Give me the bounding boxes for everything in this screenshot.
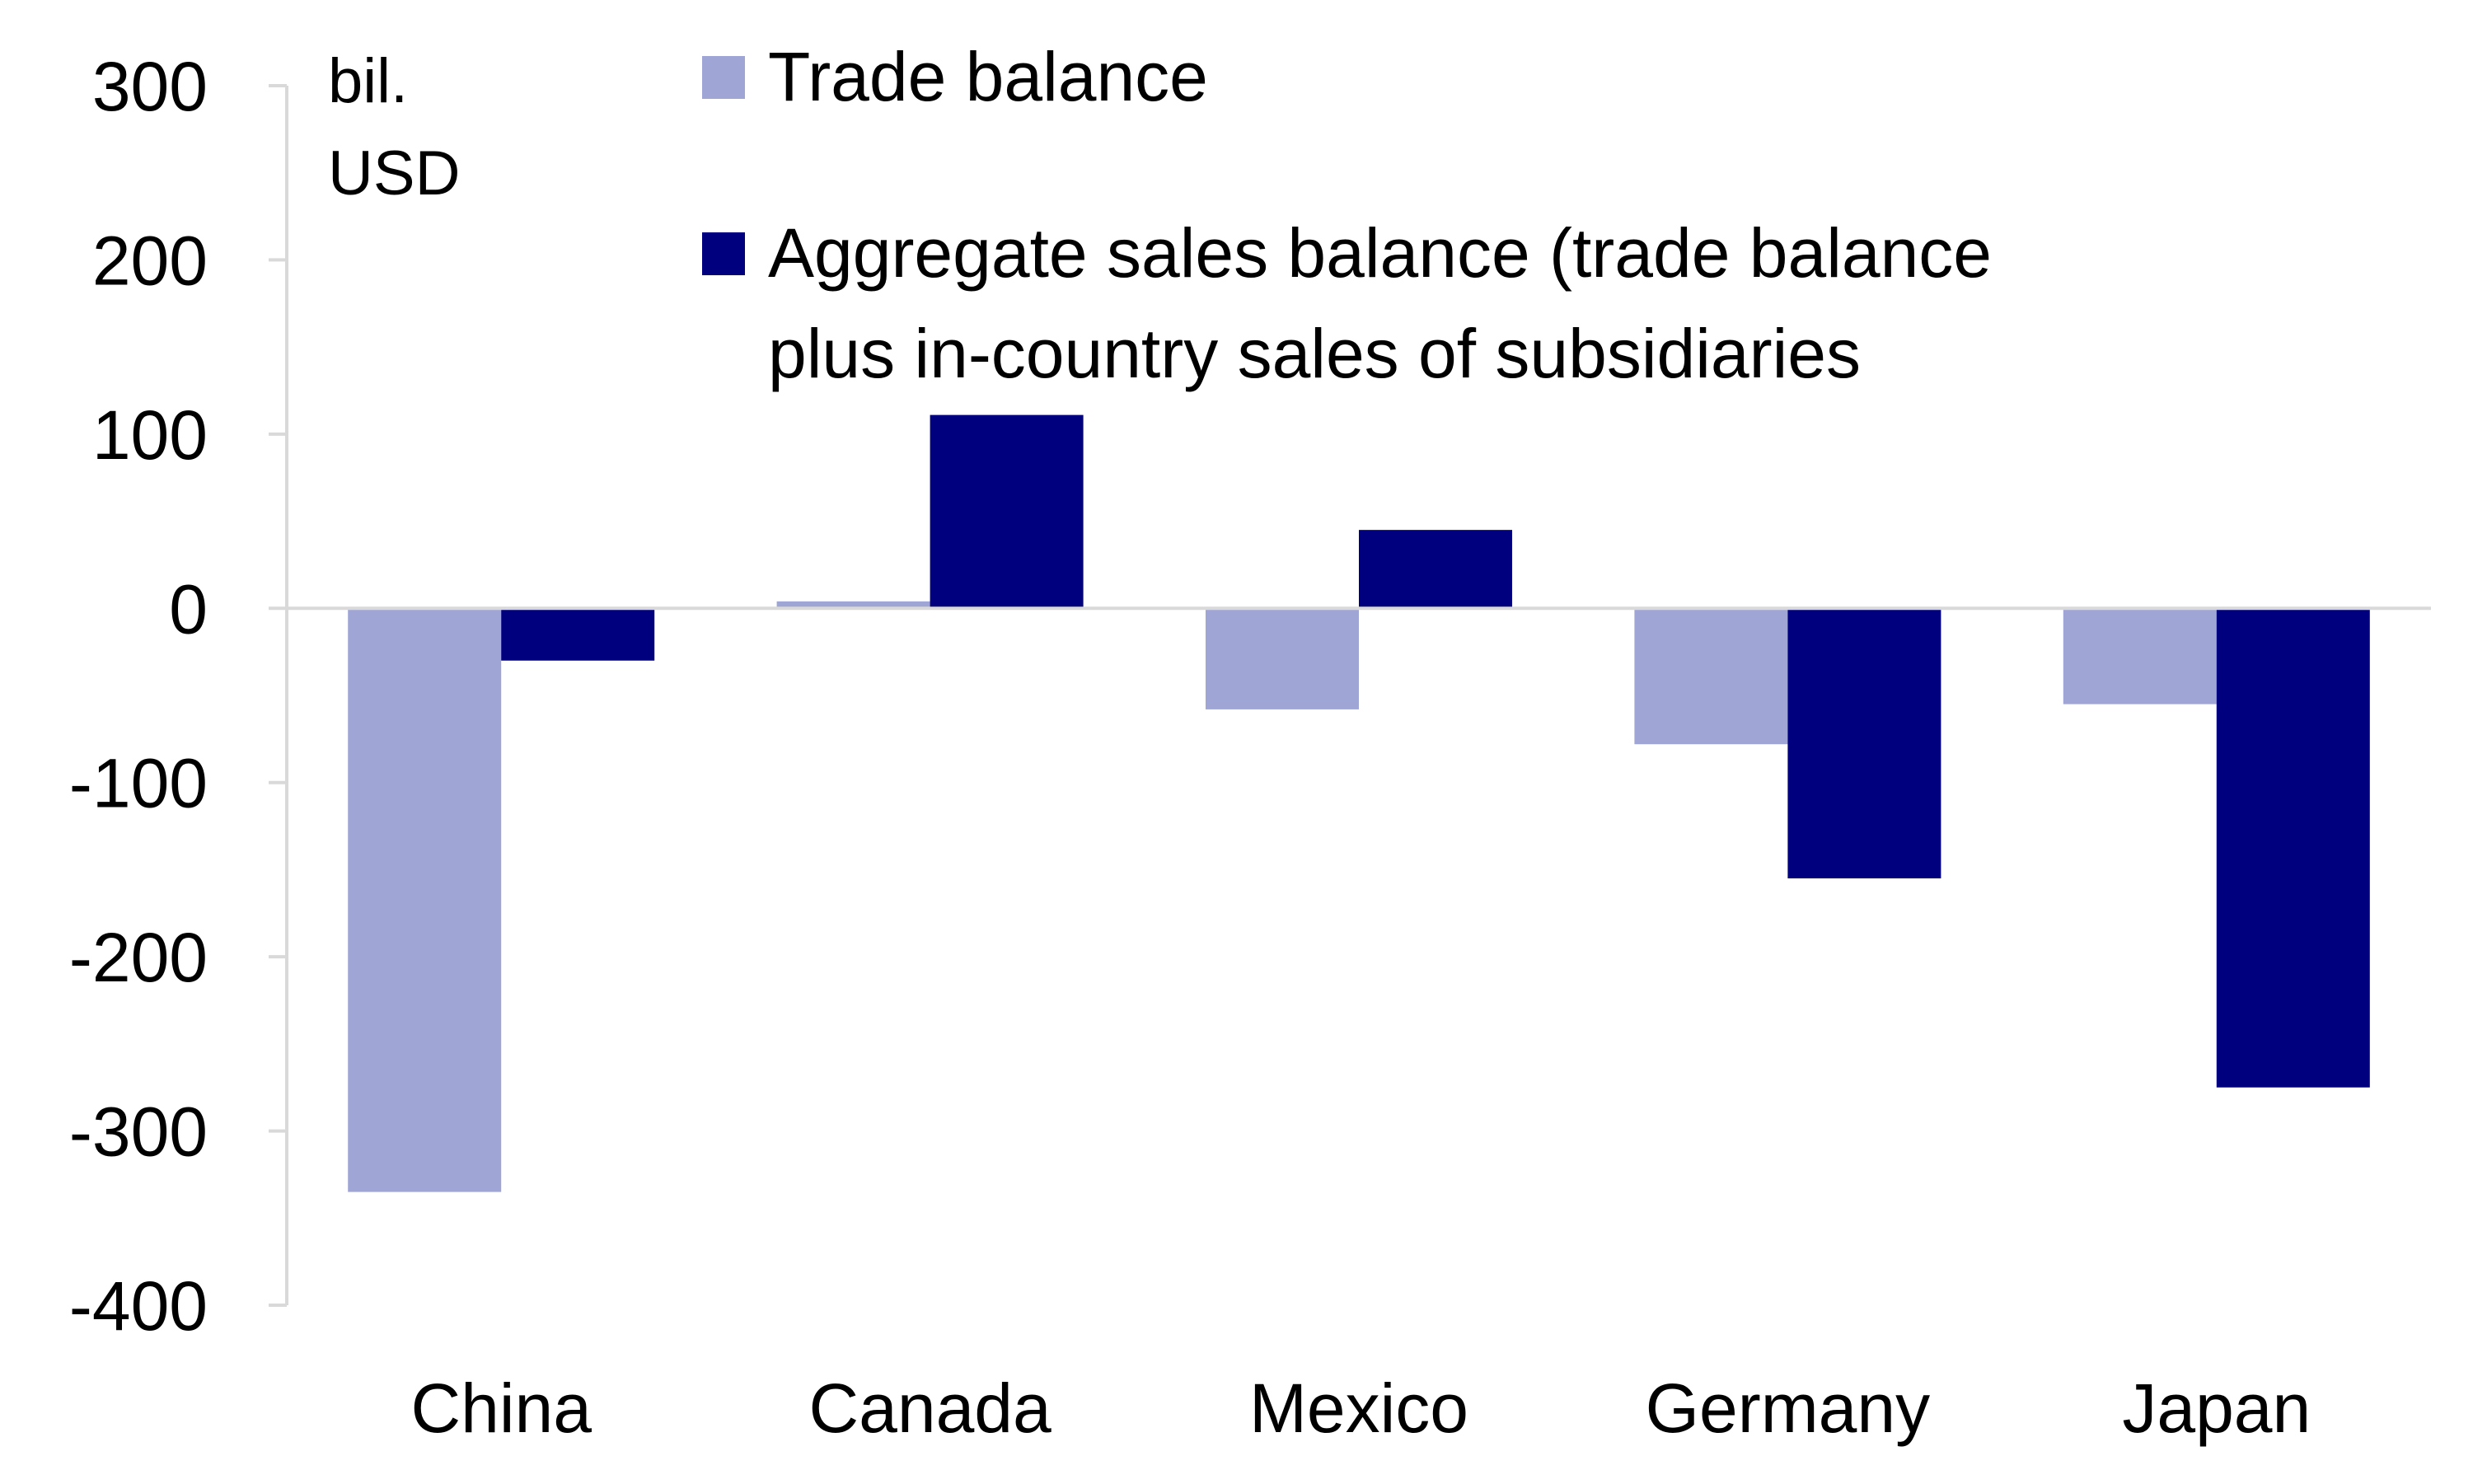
bar-mexico-trade-balance [1206,608,1359,709]
y-tick-label: 200 [92,222,208,299]
y-tick-label: 300 [92,48,208,125]
bar-canada-trade-balance [776,601,930,609]
legend-label-aggregate-sales-balance-line-1: Aggregate sales balance (trade balance [768,214,1992,292]
legend: Trade balance Aggregate sales balance (t… [702,38,1992,392]
unit-label-line-1: bil. [328,46,408,116]
y-tick-label: -200 [69,919,208,996]
legend-label-aggregate-sales-balance-line-2: plus in-country sales of subsidiaries [768,315,1861,392]
legend-swatch-aggregate-sales-balance [702,232,745,275]
x-category-label-germany: Germany [1646,1369,1930,1447]
bars [348,414,2370,1192]
bar-japan-trade-balance [2063,608,2217,705]
bar-canada-aggregate-sales-balance [930,414,1084,609]
bar-germany-aggregate-sales-balance [1787,608,1941,878]
y-tick-label: 100 [92,396,208,474]
y-tick-label: -100 [69,745,208,822]
bar-japan-aggregate-sales-balance [2216,608,2370,1088]
y-axis: 300 200 100 0 -100 -200 -300 -400 [69,48,288,1345]
y-tick-label: -400 [69,1267,208,1345]
bar-china-aggregate-sales-balance [501,608,655,661]
bar-germany-trade-balance [1634,608,1788,745]
x-category-label-china: China [410,1369,592,1447]
x-category-label-canada: Canada [808,1369,1051,1447]
legend-swatch-trade-balance [702,56,745,99]
bar-china-trade-balance [348,608,502,1192]
unit-label-line-2: USD [328,138,460,208]
legend-label-trade-balance: Trade balance [768,38,1208,115]
x-category-label-mexico: Mexico [1249,1369,1468,1447]
y-tick-label: -300 [69,1093,208,1171]
x-category-label-japan: Japan [2122,1369,2311,1447]
bar-mexico-aggregate-sales-balance [1359,530,1512,609]
y-tick-label: 0 [169,570,208,648]
x-axis-labels: China Canada Mexico Germany Japan [410,1369,2311,1447]
